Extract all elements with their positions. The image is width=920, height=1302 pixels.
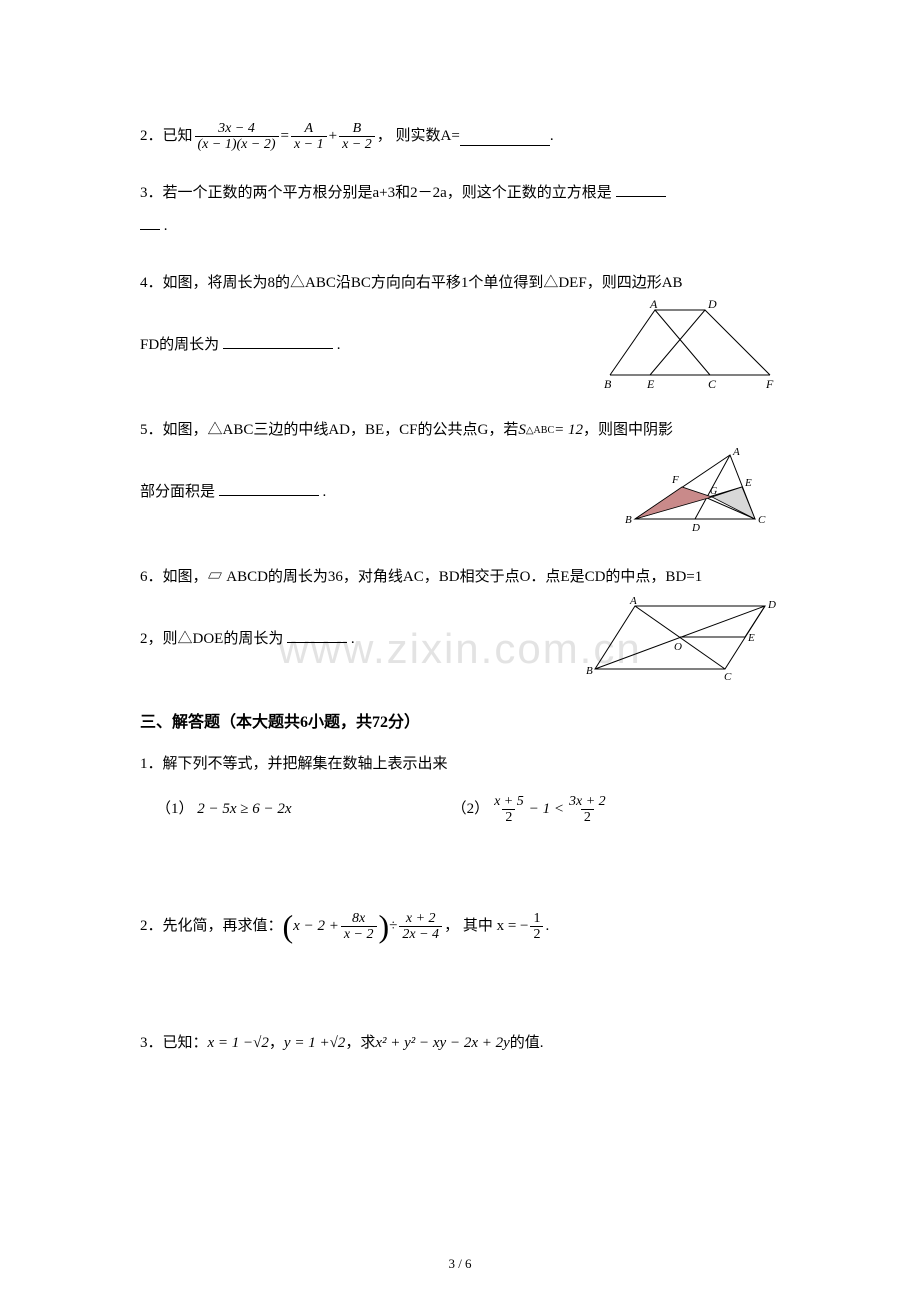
q4-line1: 4．如图，将周长为8的△ABC沿BC方向向右平移1个单位得到△DEF，则四边形A… [140, 267, 780, 300]
s3-q1-sub1: （1） 2 − 5x ≥ 6 − 2x [156, 793, 292, 826]
q4-blank [223, 331, 333, 349]
svg-text:E: E [646, 377, 655, 390]
fill-q5: 5．如图，△ABC三边的中线AD，BE，CF的公共点G，若 S △ABC = 1… [140, 414, 780, 537]
svg-text:F: F [765, 377, 774, 390]
svg-text:O: O [674, 641, 682, 653]
q4-line2: FD的周长为 [140, 337, 219, 353]
q5-line1b: ，则图中阴影 [583, 414, 673, 447]
q2-eq: = [281, 120, 289, 153]
svg-text:B: B [625, 514, 632, 526]
q5-end: . [323, 484, 327, 500]
page-number: 3 / 6 [448, 1256, 471, 1272]
q6-diagram: A D B C O E [580, 594, 780, 684]
q3-blank [616, 179, 666, 197]
s3-q1-text: 1．解下列不等式，并把解集在数轴上表示出来 [140, 748, 780, 781]
s3-q2-prefix: 2．先化简，再求值： [140, 910, 283, 943]
svg-text:B: B [586, 665, 593, 677]
page-content: 2．已知 3x − 4 (x − 1)(x − 2) = A x − 1 + B… [140, 120, 780, 1060]
svg-text:A: A [649, 300, 658, 311]
q2-end: . [550, 120, 554, 153]
svg-text:D: D [691, 522, 700, 534]
svg-text:C: C [758, 514, 766, 526]
q5-eq: = 12 [554, 414, 583, 447]
rparen-icon: ) [379, 912, 390, 941]
q5-line1a: 5．如图，△ABC三边的中线AD，BE，CF的公共点G，若 [140, 414, 518, 447]
q2-suffix: ， 则实数A= [377, 120, 460, 153]
q6-blank [287, 625, 347, 643]
q4-diagram: A D B E C F [590, 300, 780, 390]
q5-s: S [518, 414, 526, 447]
svg-text:D: D [707, 300, 717, 311]
svg-text:C: C [708, 377, 717, 390]
q3-line1: 3．若一个正数的两个平方根分别是a+3和2－2a，则这个正数的立方根是 [140, 185, 612, 201]
q3-end: . [164, 218, 168, 234]
q2-plus: + [329, 120, 337, 153]
q5-diagram: A B C D E F G [620, 447, 780, 537]
q6-end: . [351, 631, 355, 647]
q2-prefix: 2．已知 [140, 120, 193, 153]
svg-text:D: D [767, 599, 776, 611]
q2-blank [460, 128, 550, 146]
s3-q1-sub2: （2） x + 5 2 − 1 < 3x + 2 2 [452, 793, 611, 826]
svg-text:A: A [629, 595, 637, 607]
section3-title: 三、解答题（本大题共6小题，共72分） [140, 708, 780, 732]
svg-text:C: C [724, 671, 732, 683]
svg-text:G: G [710, 486, 717, 497]
q5-line2: 部分面积是 [140, 484, 219, 500]
q6-line1: 6．如图，▱ ABCD的周长为36，对角线AC，BD相交于点O．点E是CD的中点… [140, 561, 780, 594]
s3-q3: 3．已知： x = 1 − √2 ， y = 1 + √2 ，求 x² + y²… [140, 1027, 780, 1060]
fill-q6: 6．如图，▱ ABCD的周长为36，对角线AC，BD相交于点O．点E是CD的中点… [140, 561, 780, 684]
q2-frac2: A x − 1 [291, 121, 327, 153]
q4-end: . [337, 337, 341, 353]
s3-q3-prefix: 3．已知： [140, 1027, 208, 1060]
fill-q2: 2．已知 3x − 4 (x − 1)(x − 2) = A x − 1 + B… [140, 120, 780, 153]
svg-text:F: F [671, 474, 679, 486]
q2-frac3: B x − 2 [339, 121, 375, 153]
fill-q3: 3．若一个正数的两个平方根分别是a+3和2－2a，则这个正数的立方根是 . [140, 177, 780, 243]
q5-ssub: △ABC [526, 420, 554, 442]
q6-line2: 2，则△DOE的周长为 [140, 631, 283, 647]
q3-blank2 [140, 212, 160, 230]
svg-text:B: B [604, 377, 612, 390]
svg-text:E: E [747, 632, 755, 644]
s3-q1: 1．解下列不等式，并把解集在数轴上表示出来 （1） 2 − 5x ≥ 6 − 2… [140, 748, 780, 826]
svg-text:E: E [744, 477, 752, 489]
lparen-icon: ( [283, 912, 294, 941]
q5-blank [219, 478, 319, 496]
svg-text:A: A [732, 447, 740, 458]
q2-frac1: 3x − 4 (x − 1)(x − 2) [195, 121, 279, 153]
s3-q2: 2．先化简，再求值： ( x − 2 + 8x x − 2 ) ÷ x + 2 … [140, 910, 780, 943]
fill-q4: 4．如图，将周长为8的△ABC沿BC方向向右平移1个单位得到△DEF，则四边形A… [140, 267, 780, 390]
